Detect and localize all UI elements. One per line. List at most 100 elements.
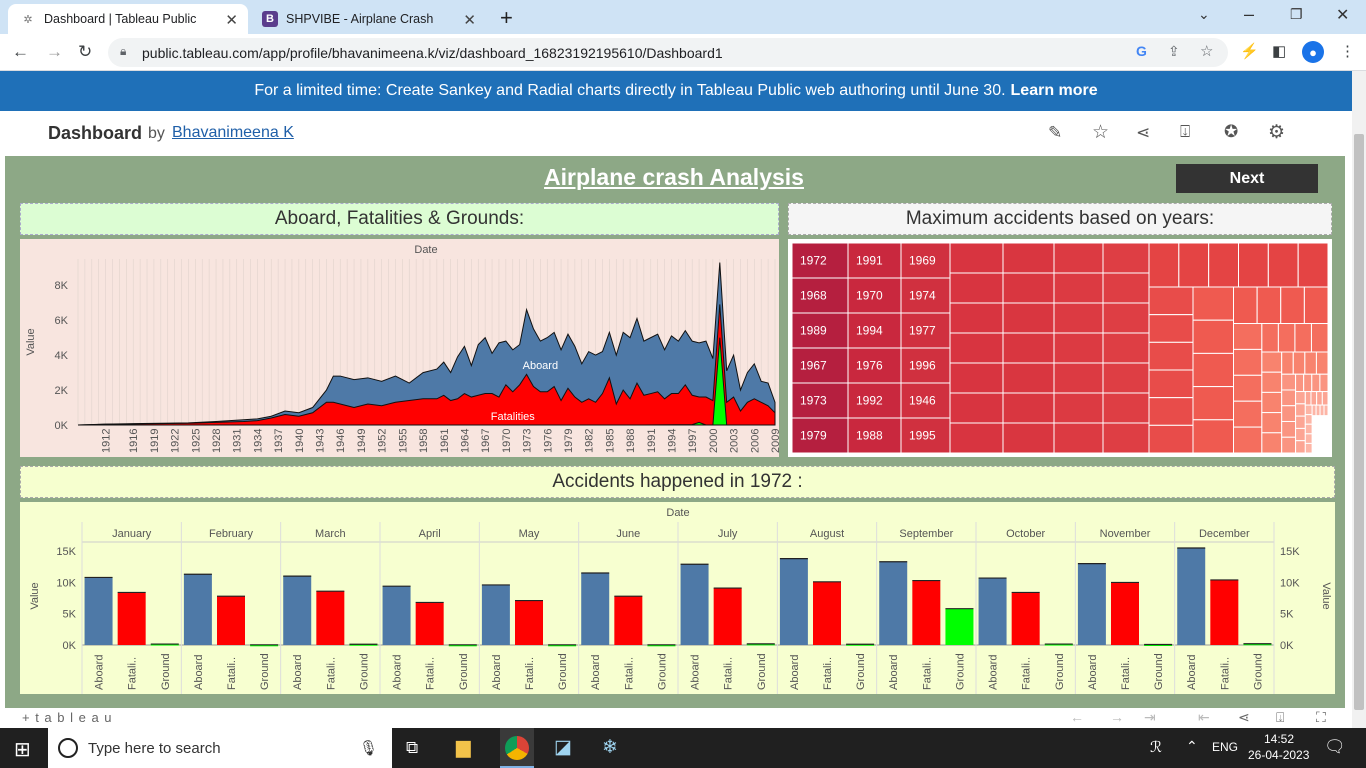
measure-label: Ground (358, 653, 370, 690)
notification-icon[interactable]: 🗨︎ (1324, 737, 1346, 756)
language-indicator[interactable]: ENG (1212, 740, 1239, 754)
bar-aboard (978, 578, 1007, 645)
close-tab-icon[interactable]: ✕ (225, 12, 238, 29)
share-icon[interactable]: ⋖ (1136, 123, 1151, 142)
bookmark-star-icon[interactable]: ☆ (1200, 43, 1214, 60)
close-tab-icon[interactable]: ✕ (463, 12, 476, 29)
favorite-star-icon[interactable]: ☆ (1092, 122, 1110, 143)
treemap-cell (1148, 369, 1194, 399)
redo-icon[interactable]: → (1110, 709, 1124, 725)
footer-download-icon[interactable]: ⍗ (1276, 709, 1285, 725)
profile-avatar[interactable]: ● (1302, 41, 1324, 63)
app-icon[interactable]: ◪ (554, 737, 572, 758)
treemap-cell (949, 362, 1004, 394)
tray-chevron-icon[interactable]: ⌃ (1186, 738, 1198, 754)
treemap-cell (1281, 405, 1297, 422)
microphone-icon[interactable]: 🎙︎ (358, 740, 378, 757)
area-x-tick: 2009 (770, 429, 779, 453)
treemap-cell-label: 1972 (800, 254, 827, 268)
treemap-cell (1261, 432, 1283, 454)
treemap-cell (1102, 362, 1150, 394)
learn-more-link[interactable]: Learn more (1010, 82, 1098, 99)
area-y-tick: 6K (55, 315, 69, 327)
edit-icon[interactable]: ✎ (1048, 123, 1063, 142)
bar-fatalities (912, 580, 941, 645)
share-page-icon[interactable]: ⇪ (1168, 43, 1180, 59)
tab-dashboard[interactable]: ✲ Dashboard | Tableau Public ✕ (8, 4, 248, 34)
back-icon[interactable]: ← (12, 42, 29, 61)
bar-chart[interactable]: Date Value Value 0K 0K 5K 5K 10K 10K 15K 15K Januar… (20, 502, 1335, 694)
people-icon[interactable]: ℛ (1150, 739, 1162, 756)
task-view-icon[interactable]: ⧉ (406, 738, 419, 757)
tab-search-icon[interactable]: ⌄ (1198, 6, 1210, 22)
treemap-cell (1281, 351, 1294, 375)
area-x-tick: 1940 (294, 429, 306, 453)
month-label: December (1199, 528, 1250, 540)
area-x-tick: 1928 (211, 429, 223, 453)
windows-start-icon[interactable]: ⊞ (14, 739, 31, 761)
menu-icon[interactable]: ⋮ (1340, 43, 1355, 60)
google-icon[interactable]: G (1136, 43, 1147, 59)
revert-icon[interactable]: ⇥ (1144, 709, 1156, 725)
clock-time[interactable]: 14:52 (1264, 732, 1295, 746)
fullscreen-icon[interactable]: ⛶ (1316, 709, 1326, 725)
treemap-chart[interactable]: 1972 1968 1989 1967 1973 1979 1991 1970 1994 1976… (788, 239, 1332, 457)
reset-icon[interactable]: ⇤ (1198, 709, 1210, 725)
minimize-icon[interactable]: – (1244, 4, 1255, 24)
extensions-icon[interactable]: ⚡ (1240, 43, 1259, 60)
treemap-cell (1053, 242, 1104, 274)
treemap-cell-label: 1969 (909, 254, 936, 268)
measure-label: Fatali.. (623, 657, 635, 690)
badge-icon[interactable]: ✪ (1224, 122, 1239, 141)
bar-aboard (1077, 563, 1106, 645)
bar-aboard (879, 561, 908, 645)
forward-icon[interactable]: → (46, 42, 63, 61)
settings-gear-icon[interactable]: ⚙ (1268, 122, 1286, 143)
treemap-cell (1233, 374, 1263, 402)
month-label: May (519, 528, 540, 540)
measure-label: Ground (259, 653, 271, 690)
address-bar[interactable]: 🔒︎ public.tableau.com/app/profile/bhavan… (108, 38, 1228, 67)
reload-icon[interactable]: ↻ (78, 42, 93, 61)
month-label: February (209, 528, 254, 540)
bar-fatalities (614, 596, 643, 645)
treemap-cell-label: 1976 (856, 359, 883, 373)
side-panel-icon[interactable]: ◧ (1272, 43, 1287, 60)
treemap-cell (1261, 351, 1283, 373)
bar-aboard (183, 574, 212, 645)
new-tab-button[interactable]: + (500, 5, 513, 30)
area-x-tick: 1946 (335, 429, 347, 453)
undo-icon[interactable]: ← (1070, 709, 1084, 725)
snip-icon[interactable]: ❄ (602, 737, 618, 758)
month-label: June (616, 528, 640, 540)
by-label: by (148, 125, 165, 142)
next-button[interactable]: Next (1176, 164, 1318, 193)
month-label: January (112, 528, 152, 540)
promo-banner: For a limited time: Create Sankey and Ra… (0, 71, 1352, 111)
treemap-cell (1261, 412, 1283, 434)
tab-strip: ✲ Dashboard | Tableau Public ✕ B SHPVIBE… (0, 0, 1366, 34)
file-explorer-icon[interactable]: ▆ (456, 737, 471, 758)
treemap-cell (1281, 420, 1297, 438)
treemap-cell (1148, 314, 1194, 343)
download-icon[interactable]: ⍗ (1180, 122, 1191, 141)
scrollbar-thumb[interactable] (1354, 134, 1364, 710)
footer-share-icon[interactable]: ⋖ (1238, 709, 1250, 725)
area-chart[interactable]: Date Value 0K 2K 4K 6K 8K Aboard Fatalities 1912 1… (20, 239, 782, 457)
area-x-tick: 2003 (729, 429, 741, 453)
restore-icon[interactable]: ❐ (1290, 6, 1303, 22)
area-x-tick: 1982 (584, 429, 596, 453)
treemap-cell (1295, 391, 1306, 405)
measure-label: Aboard (1186, 655, 1198, 690)
tab-shpvibe[interactable]: B SHPVIBE - Airplane Crash ✕ (250, 4, 486, 34)
area-x-tick: 1943 (315, 429, 327, 453)
close-window-icon[interactable]: ✕ (1336, 7, 1350, 24)
taskbar-search-box[interactable]: Type here to search 🎙︎ (48, 728, 392, 768)
treemap-cell (1303, 286, 1329, 325)
measure-label: Fatali.. (425, 657, 437, 690)
clock-date[interactable]: 26-04-2023 (1248, 748, 1310, 762)
author-link[interactable]: Bhavanimeena K (172, 124, 294, 141)
treemap-cell (847, 417, 902, 454)
search-placeholder: Type here to search (88, 739, 221, 757)
measure-label: Aboard (690, 655, 702, 690)
